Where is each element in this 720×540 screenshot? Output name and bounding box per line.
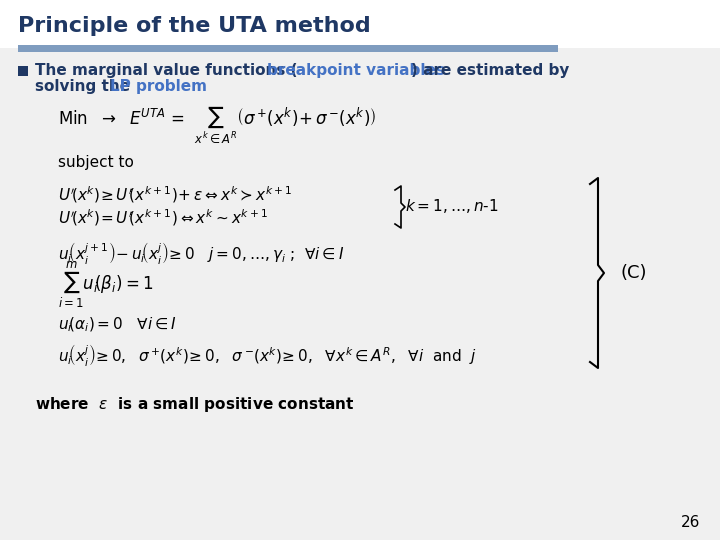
Text: $u_i\!\left(x_i^{j+1}\right)\!-u_i\!\left(x_i^j\right)\!\geq 0$   $j=0,\ldots,\g: $u_i\!\left(x_i^{j+1}\right)\!-u_i\!\lef… [58, 240, 344, 266]
Text: $U'\!\left(x^k\right)\!\geq U'\!\left(x^{k+1}\right)\!+\varepsilon\Leftrightarro: $U'\!\left(x^k\right)\!\geq U'\!\left(x^… [58, 185, 292, 205]
FancyBboxPatch shape [0, 0, 720, 48]
Text: $u_i\!\left(x_i^j\right)\!\geq 0,$  $\sigma^+\!\left(x^k\right)\!\geq 0,$  $\sig: $u_i\!\left(x_i^j\right)\!\geq 0,$ $\sig… [58, 342, 477, 368]
Text: The marginal value functions (: The marginal value functions ( [35, 64, 297, 78]
Text: $u_i\!\left(\alpha_i\right)=0$   $\forall i \in I$: $u_i\!\left(\alpha_i\right)=0$ $\forall … [58, 316, 177, 334]
Text: LP problem: LP problem [110, 79, 207, 94]
Text: $k=1,\ldots,n\text{-}1$: $k=1,\ldots,n\text{-}1$ [405, 197, 498, 215]
Text: $U'\!\left(x^k\right)\!=U'\!\left(x^{k+1}\right)\Leftrightarrow x^k \sim x^{k+1}: $U'\!\left(x^k\right)\!=U'\!\left(x^{k+1… [58, 208, 268, 228]
Text: where  $\varepsilon$  is a small positive constant: where $\varepsilon$ is a small positive … [35, 395, 354, 415]
Text: (C): (C) [620, 264, 647, 282]
Text: breakpoint variables: breakpoint variables [267, 64, 445, 78]
Text: ) are estimated by: ) are estimated by [411, 64, 570, 78]
Text: solving the: solving the [35, 79, 135, 94]
FancyBboxPatch shape [18, 45, 558, 52]
Text: 26: 26 [680, 515, 700, 530]
Text: $\sum_{i=1}^{m} u_i\!\left(\beta_i\right)=1$: $\sum_{i=1}^{m} u_i\!\left(\beta_i\right… [58, 260, 153, 310]
Text: subject to: subject to [58, 156, 134, 171]
Text: Principle of the UTA method: Principle of the UTA method [18, 16, 371, 36]
FancyBboxPatch shape [18, 66, 28, 76]
Text: Min  $\rightarrow$  $E^{UTA}$ =  $\sum_{{x^k \in A^R}}$$\left(\sigma^+\!\left(x^: Min $\rightarrow$ $E^{UTA}$ = $\sum_{{x^… [58, 104, 377, 146]
